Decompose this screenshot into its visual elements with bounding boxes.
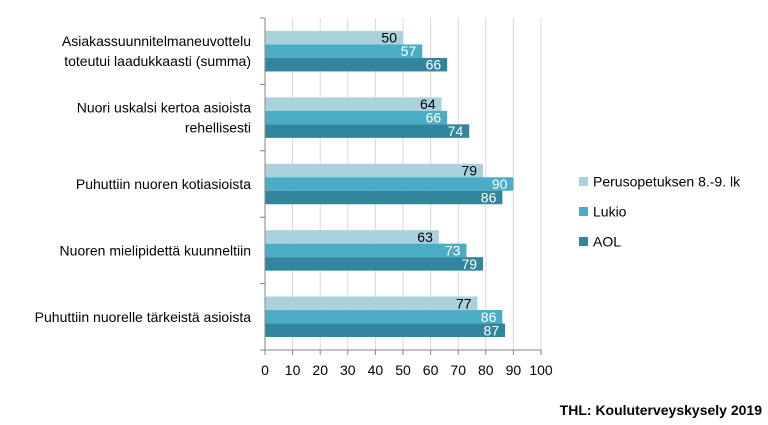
category-label: rehellisesti [185,120,251,136]
data-label: 74 [448,123,464,139]
data-label: 64 [420,96,436,112]
x-tick-label: 30 [340,362,356,378]
data-label: 50 [381,30,397,46]
legend-label: Lukio [593,204,627,220]
data-label: 90 [492,176,508,192]
legend: Perusopetuksen 8.-9. lk Lukio AOL [579,174,741,250]
category-label: toteutui laadukkaasti (summa) [64,53,251,69]
bar [265,190,503,205]
bar [265,323,506,338]
data-label: 66 [426,57,442,73]
bar [265,257,484,271]
data-label: 86 [481,309,497,325]
category-label: Puhuttiin nuoren kotiasioista [76,176,251,192]
legend-swatch [579,177,588,186]
bar [265,30,403,45]
data-label: 57 [401,43,417,59]
x-tick-label: 90 [506,362,522,378]
data-label: 66 [426,110,442,126]
category-label: Puhuttiin nuorelle tärkeistä asioista [35,309,252,325]
x-tick-label: 0 [261,362,269,378]
bar [265,110,448,125]
bar [265,124,470,138]
category-labels: Asiakassuunnitelmaneuvottelu toteutui laa… [35,33,252,325]
x-tick-label: 60 [423,362,439,378]
x-tick-label: 10 [285,362,301,378]
x-tick-label: 50 [395,362,411,378]
axes [260,17,542,355]
data-label: 73 [445,242,461,258]
bar [265,296,478,311]
category-label: Nuori uskalsi kertoa asioista [77,100,252,116]
data-label: 79 [461,163,477,179]
legend-swatch [579,237,588,246]
x-tick-label: 80 [478,362,494,378]
legend-label: AOL [593,234,621,250]
category-label: Asiakassuunnitelmaneuvottelu [62,33,251,49]
x-tick-label: 20 [312,362,328,378]
data-label: 86 [481,190,497,206]
category-label: Nuoren mielipidettä kuunneltiin [60,242,251,258]
x-tick-label: 70 [450,362,466,378]
source-note: THL: Kouluterveyskysely 2019 [559,402,762,418]
legend-swatch [579,207,588,216]
bar [265,44,423,58]
data-label: 79 [461,256,477,272]
x-tick-label: 40 [368,362,384,378]
bar [265,243,467,258]
bar [265,163,484,178]
bar [265,57,448,72]
bar [265,97,442,111]
data-label: 63 [417,229,433,245]
x-tick-label: 100 [529,362,553,378]
bars [265,30,514,338]
data-label: 77 [456,295,472,311]
data-label: 87 [484,322,500,338]
legend-label: Perusopetuksen 8.-9. lk [593,174,741,190]
bar [265,177,514,191]
bar [265,310,503,324]
x-tick-labels: 0 10 20 30 40 50 60 70 80 90 100 [261,362,553,378]
bar [265,230,439,244]
